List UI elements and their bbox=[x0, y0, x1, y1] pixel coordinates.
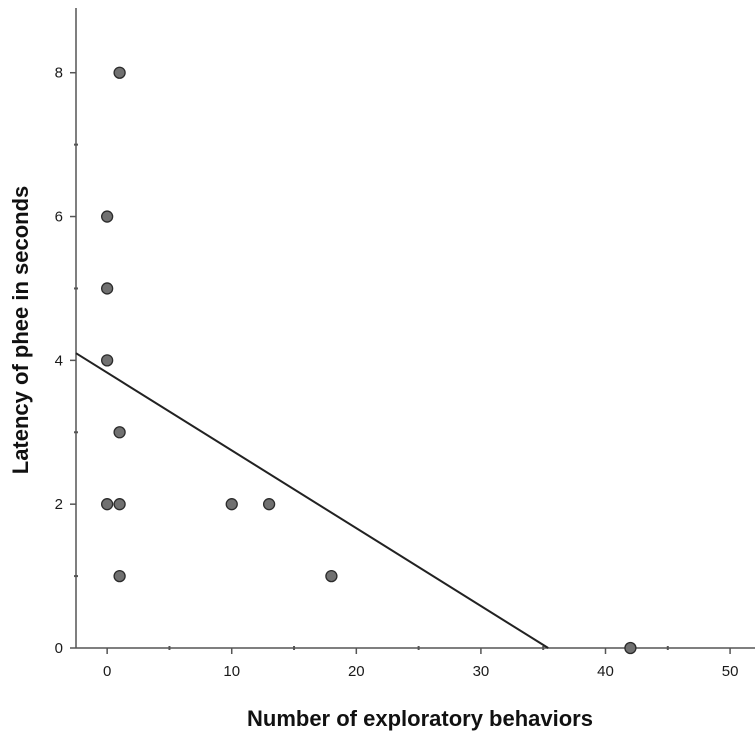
y-tick-label-0: 0 bbox=[55, 640, 63, 657]
y-axis-title: Latency of phee in seconds bbox=[8, 186, 33, 475]
data-point bbox=[100, 498, 114, 511]
data-point bbox=[325, 569, 338, 583]
data-point bbox=[624, 641, 637, 655]
x-tick-label-30: 30 bbox=[473, 663, 490, 680]
data-point bbox=[113, 426, 126, 439]
y-tick-label-2: 2 bbox=[55, 496, 63, 513]
x-tick-labels: 0 10 20 30 40 50 bbox=[103, 663, 738, 680]
data-point bbox=[100, 210, 114, 223]
x-tick-label-0: 0 bbox=[103, 663, 111, 680]
data-point bbox=[225, 498, 238, 511]
x-tick-label-20: 20 bbox=[348, 663, 365, 680]
points-layer bbox=[100, 66, 637, 655]
regression-line bbox=[75, 352, 549, 649]
x-tick-label-50: 50 bbox=[722, 663, 739, 680]
y-tick-labels: 0 2 4 6 8 bbox=[55, 65, 63, 657]
x-tick-label-40: 40 bbox=[597, 663, 614, 680]
x-tick-label-10: 10 bbox=[223, 663, 240, 680]
x-axis-title: Number of exploratory behaviors bbox=[247, 706, 593, 731]
data-point bbox=[113, 569, 126, 583]
axes bbox=[70, 8, 755, 654]
data-point bbox=[100, 282, 114, 295]
data-point bbox=[262, 498, 276, 511]
data-point bbox=[100, 354, 114, 367]
y-tick-label-4: 4 bbox=[55, 352, 63, 369]
data-point bbox=[113, 66, 126, 79]
y-tick-label-6: 6 bbox=[55, 209, 63, 226]
fit-line-layer bbox=[75, 352, 549, 649]
y-tick-label-8: 8 bbox=[55, 65, 63, 82]
data-point bbox=[113, 498, 126, 511]
